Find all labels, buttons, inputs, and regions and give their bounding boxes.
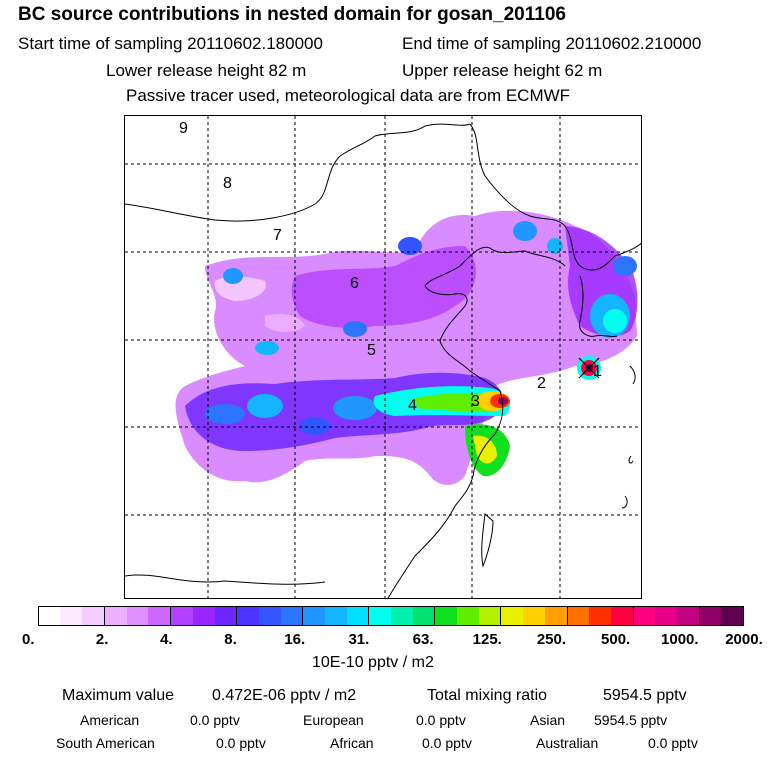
colorbar-swatch <box>302 607 325 625</box>
colorbar-swatch <box>544 607 567 625</box>
marker-1: 1 <box>593 363 602 380</box>
colorbar-swatch <box>82 607 105 625</box>
colorbar-swatch <box>170 607 193 625</box>
plume-spots <box>205 221 637 435</box>
map-canvas: 1 2 3 4 5 6 7 8 9 <box>125 116 641 598</box>
colorbar-swatch <box>214 607 237 625</box>
colorbar-swatch <box>500 607 524 625</box>
region-south-american-value: 0.0 pptv <box>216 735 266 751</box>
region-european-label: European <box>303 712 364 728</box>
colorbar-tick-label: 63. <box>412 631 434 648</box>
trajectory-markers: 1 2 3 4 5 6 7 8 9 <box>179 120 602 414</box>
max-value-label: Maximum value <box>62 687 175 704</box>
marker-6: 6 <box>350 275 359 292</box>
colorbar-swatch <box>478 607 501 625</box>
region-american-label: American <box>80 712 140 728</box>
colorbar-swatch <box>148 607 171 625</box>
colorbar-tick-label: 2000. <box>725 631 763 648</box>
total-mixing-label: Total mixing ratio <box>427 687 548 704</box>
colorbar-swatch <box>655 607 677 625</box>
coastlines <box>125 123 641 598</box>
marker-4: 4 <box>408 397 417 414</box>
colorbar-tick-label: 500. <box>601 631 631 648</box>
colorbar-tick-label: 125. <box>472 631 502 648</box>
colorbar-swatch <box>632 607 656 625</box>
colorbar-tick-label: 0. <box>22 631 35 648</box>
colorbar-tick-label: 1000. <box>661 631 699 648</box>
region-american-value: 0.0 pptv <box>190 712 240 728</box>
region-african-label: African <box>330 735 374 751</box>
colorbar-swatch <box>412 607 435 625</box>
colorbar-swatch <box>566 607 590 625</box>
map-panel: 1 2 3 4 5 6 7 8 9 <box>124 115 642 599</box>
upper-release-label: Upper release height 62 m <box>402 61 603 80</box>
colorbar-swatch <box>721 607 743 625</box>
colorbar-swatch <box>236 607 259 625</box>
colorbar-tick-label: 16. <box>284 631 306 648</box>
end-time-label: End time of sampling 20110602.210000 <box>402 34 702 53</box>
tracer-label: Passive tracer used, meteorological data… <box>126 86 571 105</box>
colorbar-swatch <box>324 607 347 625</box>
colorbar-swatch <box>368 607 391 625</box>
total-mixing-value: 5954.5 pptv <box>603 687 687 704</box>
colorbar-swatch <box>434 607 458 625</box>
marker-2: 2 <box>537 375 546 392</box>
region-australian-label: Australian <box>536 735 599 751</box>
colorbar <box>38 606 744 626</box>
receptor-marker-icon <box>578 357 600 379</box>
marker-8: 8 <box>223 175 232 192</box>
region-australian-value: 0.0 pptv <box>648 735 698 751</box>
lower-release-label: Lower release height 82 m <box>106 61 307 80</box>
colorbar-swatch <box>258 607 281 625</box>
region-asian-value: 5954.5 pptv <box>594 712 668 728</box>
colorbar-swatch <box>457 607 479 625</box>
marker-3: 3 <box>471 393 480 410</box>
region-african-value: 0.0 pptv <box>422 735 472 751</box>
colorbar-swatch <box>280 607 303 625</box>
plot-title: BC source contributions in nested domain… <box>18 4 566 25</box>
colorbar-swatch <box>192 607 215 625</box>
colorbar-swatch <box>346 607 369 625</box>
start-time-label: Start time of sampling 20110602.180000 <box>18 34 323 53</box>
marker-7: 7 <box>273 227 282 244</box>
colorbar-units: 10E-10 pptv / m2 <box>312 654 434 671</box>
colorbar-tick-label: 8. <box>224 631 237 648</box>
colorbar-swatch <box>589 607 611 625</box>
colorbar-swatch <box>391 607 413 625</box>
colorbar-swatch <box>610 607 633 625</box>
region-european-value: 0.0 pptv <box>416 712 466 728</box>
lat-lon-grid <box>125 116 641 598</box>
colorbar-swatch <box>39 607 61 625</box>
colorbar-tick-label: 31. <box>348 631 370 648</box>
colorbar-tick-label: 250. <box>536 631 567 648</box>
marker-9: 9 <box>179 120 188 137</box>
colorbar-tick-label: 4. <box>160 631 173 648</box>
max-value: 0.472E-06 pptv / m2 <box>212 687 357 704</box>
colorbar-swatch <box>698 607 722 625</box>
colorbar-swatch <box>676 607 699 625</box>
colorbar-swatch <box>126 607 149 625</box>
colorbar-swatch <box>104 607 127 625</box>
region-south-american-label: South American <box>56 735 155 751</box>
colorbar-tick-label: 2. <box>95 631 109 648</box>
colorbar-swatch <box>60 607 83 625</box>
region-asian-label: Asian <box>530 712 566 728</box>
colorbar-swatch <box>523 607 545 625</box>
marker-5: 5 <box>367 342 376 359</box>
